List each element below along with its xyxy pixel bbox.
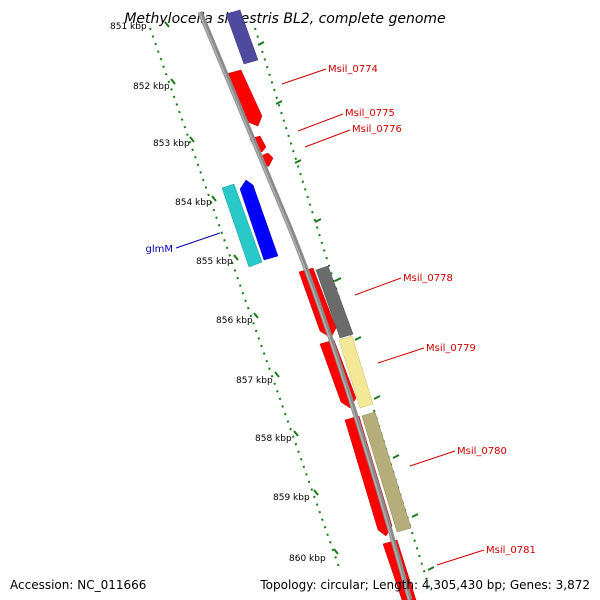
- kbp-label: 855 kbp: [196, 257, 233, 267]
- gene-olive[interactable]: [361, 411, 412, 533]
- genome-title: Methylocella silvestris BL2, complete ge…: [124, 11, 445, 27]
- kbp-label: 857 kbp: [236, 376, 273, 386]
- gene-label-msil-0776[interactable]: Msil_0776: [352, 124, 402, 135]
- kbp-label: 853 kbp: [153, 139, 190, 149]
- gene-label-glmm[interactable]: glmM: [146, 244, 174, 255]
- kbp-label: 859 kbp: [273, 493, 310, 503]
- kbp-labels: 851 kbp 852 kbp 853 kbp 854 kbp 855 kbp …: [110, 22, 326, 564]
- topology-text: Topology: circular; Length: 4,305,430 bp…: [260, 578, 590, 592]
- genome-backbone-highlight: [198, 11, 410, 600]
- kbp-label: 854 kbp: [175, 198, 212, 208]
- kbp-label: 851 kbp: [110, 22, 147, 32]
- gene-labels: Msil_0774 Msil_0775 Msil_0776 glmM Msil_…: [146, 64, 536, 556]
- kbp-label: 860 kbp: [289, 554, 326, 564]
- gene-pale-yellow[interactable]: [338, 335, 374, 409]
- kbp-label: 856 kbp: [216, 316, 253, 326]
- gene-label-msil-0780[interactable]: Msil_0780: [457, 446, 507, 457]
- gene-violet-top[interactable]: [225, 9, 259, 65]
- kbp-label: 852 kbp: [133, 82, 170, 92]
- right-major-ticks: [257, 41, 435, 571]
- gene-glmm[interactable]: [239, 179, 279, 261]
- kbp-label: 858 kbp: [255, 434, 292, 444]
- left-major-ticks: [164, 21, 339, 555]
- genome-backbone: [197, 11, 413, 600]
- accession-text: Accession: NC_011666: [10, 578, 147, 592]
- gene-cyan[interactable]: [221, 183, 263, 268]
- gene-label-msil-0778[interactable]: Msil_0778: [403, 273, 453, 284]
- gene-label-msil-0779[interactable]: Msil_0779: [426, 343, 476, 354]
- gene-label-msil-0774[interactable]: Msil_0774: [328, 64, 378, 75]
- gene-label-msil-0781[interactable]: Msil_0781: [486, 545, 536, 556]
- gene-label-msil-0775[interactable]: Msil_0775: [345, 108, 395, 119]
- gene-label-leaders: [175, 68, 485, 566]
- gene-dark-gray[interactable]: [315, 265, 354, 339]
